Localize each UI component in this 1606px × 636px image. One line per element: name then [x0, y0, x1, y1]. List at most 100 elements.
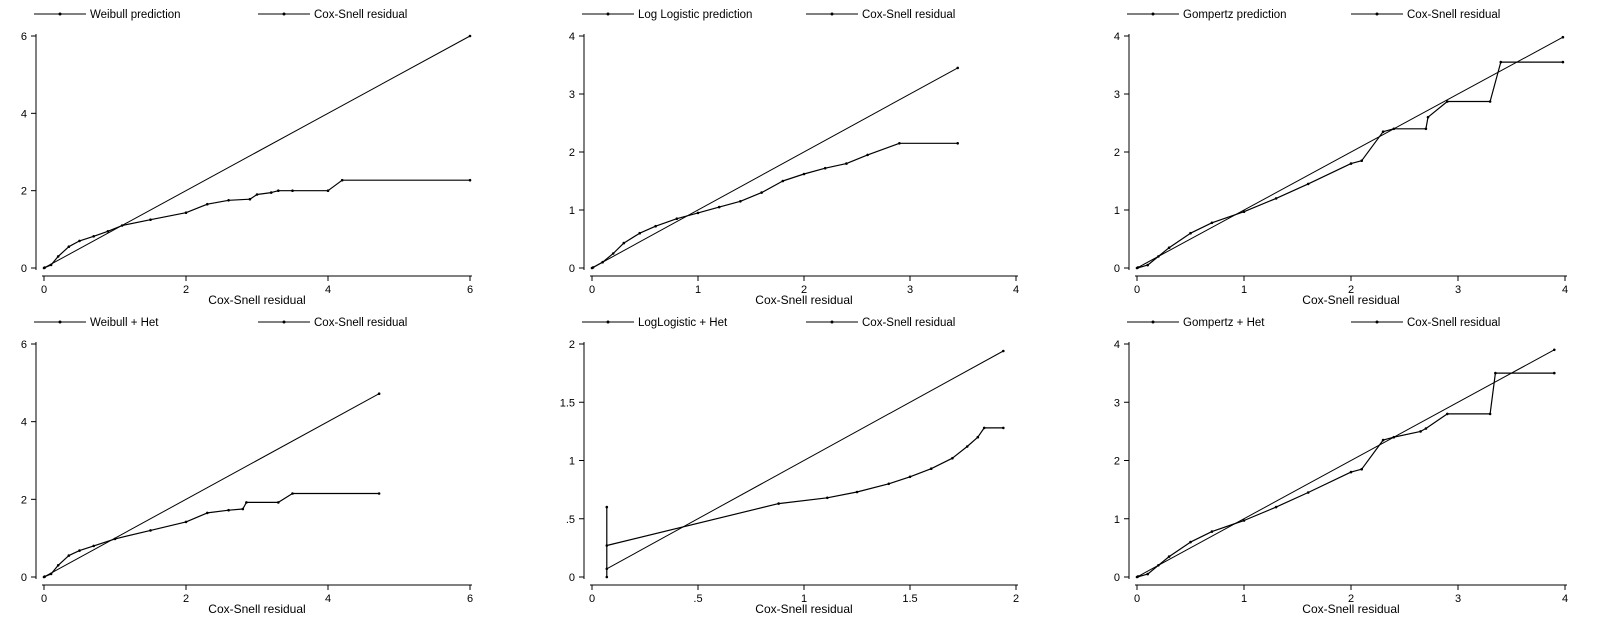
series-1-point — [956, 66, 959, 70]
x-tick-label: 2 — [801, 284, 807, 296]
legend-label-1: Log Logistic prediction — [638, 9, 752, 21]
y-tick-label: 6 — [21, 31, 27, 43]
y-tick-label: .5 — [566, 514, 575, 526]
series-2-point — [468, 178, 472, 182]
series-2-point — [622, 241, 626, 245]
x-axis-title: Cox-Snell residual — [755, 293, 852, 307]
series-2-point — [1002, 426, 1005, 430]
series-2-point — [1157, 564, 1160, 567]
x-tick-label: 1 — [801, 593, 807, 605]
series-2-point — [113, 537, 117, 541]
legend-label-2: Cox-Snell residual — [862, 317, 955, 329]
x-tick-label: 1 — [1241, 593, 1247, 605]
series-2-point — [92, 235, 95, 238]
series-1-line — [44, 393, 380, 578]
series-2-point — [78, 239, 81, 243]
series-2-point — [277, 501, 280, 504]
y-tick-label: 4 — [1114, 31, 1120, 43]
series-2-point — [1494, 371, 1497, 375]
series-2-point — [340, 178, 344, 182]
series-2-point — [1360, 467, 1363, 471]
series-2-point — [67, 554, 71, 557]
series-2-line — [43, 492, 380, 578]
legend-marker-2 — [1375, 320, 1379, 324]
x-tick-label: 1.5 — [902, 593, 917, 605]
series-2-point — [605, 575, 609, 579]
legend-marker-2 — [282, 12, 286, 16]
series-2-point — [1135, 575, 1139, 579]
series-1-line — [44, 35, 471, 269]
series-2-point — [1360, 159, 1363, 162]
series-1-point — [468, 34, 472, 38]
series-2-point — [206, 511, 209, 515]
series-2-point — [49, 572, 53, 576]
legend-marker-1 — [606, 12, 610, 16]
series-2-point — [1167, 246, 1171, 249]
series-2-point — [605, 505, 609, 509]
y-tick-label: 2 — [1114, 456, 1120, 468]
series-2-point — [760, 191, 763, 194]
series-2-point — [326, 189, 330, 192]
y-tick-label: 2 — [569, 147, 575, 159]
series-1-line — [1137, 36, 1564, 268]
series-2-point — [1499, 60, 1503, 64]
series-2-point — [241, 507, 245, 511]
legend-label-1: Weibull prediction — [90, 9, 181, 21]
series-2-point — [898, 142, 901, 145]
series-2-point — [1446, 100, 1449, 103]
series-1-line — [1137, 349, 1555, 577]
y-tick-label: 1 — [1114, 205, 1120, 217]
series-2-point — [781, 179, 785, 183]
series-2-point — [601, 260, 604, 264]
series-2-point — [1306, 182, 1310, 186]
legend-label-2: Cox-Snell residual — [862, 9, 955, 21]
series-2-point — [1146, 263, 1149, 267]
series-2-point — [982, 426, 986, 430]
chart-panel-6: 0 1 2 3 4 0 1 2 3 4 Cox-Snell residual Gompertz + H… — [1114, 317, 1568, 616]
series-2-point — [611, 252, 615, 255]
x-tick-label: 2 — [1348, 284, 1354, 296]
x-tick-label: 6 — [467, 284, 473, 296]
x-tick-label: 4 — [1562, 593, 1568, 605]
x-tick-label: 0 — [589, 284, 595, 296]
y-tick-label: 2 — [1114, 147, 1120, 159]
legend-marker-1 — [606, 320, 610, 324]
series-2-point — [590, 266, 594, 270]
series-2-point — [245, 501, 248, 504]
series-2-point — [717, 205, 721, 209]
series-1-point — [1002, 349, 1005, 353]
legend-label-2: Cox-Snell residual — [1407, 317, 1500, 329]
series-2-point — [1274, 197, 1278, 200]
x-tick-label: 1 — [695, 284, 701, 296]
series-2-point — [1553, 371, 1556, 375]
series-2-point — [1349, 470, 1353, 474]
series-2-point — [67, 245, 71, 248]
legend-marker-2 — [282, 320, 286, 324]
y-tick-label: 3 — [1114, 397, 1120, 409]
series-2-point — [1242, 210, 1246, 213]
series-2-point — [1419, 430, 1422, 433]
y-tick-label: 4 — [21, 108, 27, 120]
series-2-point — [777, 502, 780, 505]
series-2-point — [675, 217, 679, 220]
series-2-point — [1167, 555, 1171, 558]
series-2-point — [654, 224, 657, 228]
series-2-point — [92, 544, 95, 548]
series-2-point — [206, 202, 209, 206]
series-2-line — [606, 427, 1004, 577]
series-2-point — [965, 445, 969, 448]
y-tick-label: 0 — [21, 263, 27, 275]
series-2-point — [277, 189, 280, 192]
series-2-point — [291, 492, 294, 495]
legend-marker-1 — [58, 12, 62, 16]
series-2-point — [1488, 100, 1492, 103]
series-2-point — [56, 255, 60, 258]
y-tick-label: 3 — [569, 89, 575, 101]
series-2-point — [866, 153, 869, 157]
x-tick-label: 3 — [1455, 593, 1461, 605]
x-tick-label: 6 — [467, 593, 473, 605]
legend-marker-2 — [830, 12, 834, 16]
series-2-point — [78, 549, 81, 552]
series-2-point — [248, 197, 252, 201]
legend-marker-2 — [1375, 12, 1379, 16]
